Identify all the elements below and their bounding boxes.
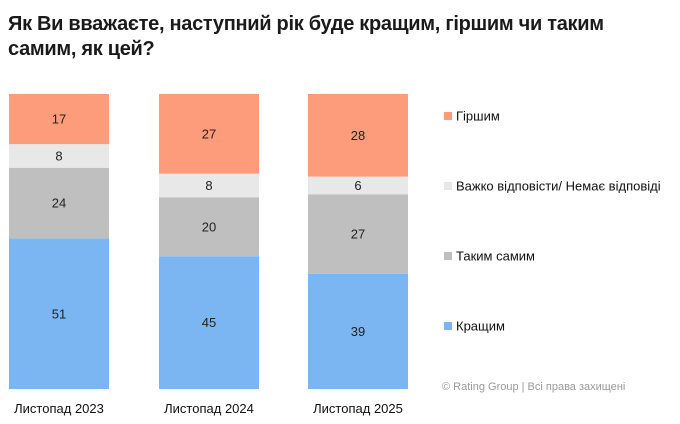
legend-swatch-3 xyxy=(444,252,452,260)
segment-labels-group: 51 24 8 17 45 20 8 27 39 27 6 28 xyxy=(52,112,365,339)
bar-segment-3-2 xyxy=(308,194,408,274)
bar-segment-3-1 xyxy=(308,273,408,389)
legend: Гіршим Важко відповісти/ Немає відповіді Т… xyxy=(444,109,661,334)
legend-item-2: Важко відповісти/ Немає відповіді xyxy=(444,179,661,194)
legend-label-2: Важко відповісти/ Немає відповіді xyxy=(456,179,661,194)
data-label-3-1: 39 xyxy=(351,324,365,339)
legend-swatch-1 xyxy=(444,112,452,120)
bar-segment-2-1 xyxy=(159,256,259,389)
bar-segment-3-4 xyxy=(308,94,408,177)
category-label-2: Листопад 2024 xyxy=(164,401,254,416)
category-label-3: Листопад 2025 xyxy=(313,401,403,416)
legend-swatch-2 xyxy=(444,182,452,190)
legend-item-3: Таким самим xyxy=(444,249,535,264)
bar-segment-3-3 xyxy=(308,176,408,195)
bar-segment-1-1 xyxy=(9,238,109,389)
data-label-3-4: 28 xyxy=(351,128,365,143)
data-label-1-2: 24 xyxy=(52,196,66,211)
data-label-2-1: 45 xyxy=(202,315,216,330)
copyright-note: © Rating Group | Всі права захищені xyxy=(442,381,625,393)
data-label-3-3: 6 xyxy=(354,178,361,193)
legend-label-3: Таким самим xyxy=(456,249,535,264)
bars-group xyxy=(9,94,408,389)
bar-segment-2-2 xyxy=(159,197,259,257)
data-label-1-3: 8 xyxy=(55,148,62,163)
data-label-1-1: 51 xyxy=(52,306,66,321)
bar-segment-1-3 xyxy=(9,144,109,168)
data-label-3-2: 27 xyxy=(351,227,365,242)
data-label-2-2: 20 xyxy=(202,219,216,234)
chart-title: Як Ви вважаєте, наступний рік буде кращи… xyxy=(8,13,604,60)
legend-label-4: Кращим xyxy=(456,319,505,334)
bar-segment-1-4 xyxy=(9,94,109,145)
data-label-2-3: 8 xyxy=(205,178,212,193)
data-label-2-4: 27 xyxy=(202,126,216,141)
legend-item-4: Кращим xyxy=(444,319,505,334)
legend-item-1: Гіршим xyxy=(444,109,500,124)
bar-segment-2-4 xyxy=(159,94,259,174)
category-labels-group: Листопад 2023 Листопад 2024 Листопад 2025 xyxy=(14,401,403,416)
legend-swatch-4 xyxy=(444,322,452,330)
data-label-1-4: 17 xyxy=(52,112,66,127)
legend-label-1: Гіршим xyxy=(456,109,500,124)
bar-segment-1-2 xyxy=(9,167,109,239)
category-label-1: Листопад 2023 xyxy=(14,401,104,416)
bar-segment-2-3 xyxy=(159,173,259,198)
